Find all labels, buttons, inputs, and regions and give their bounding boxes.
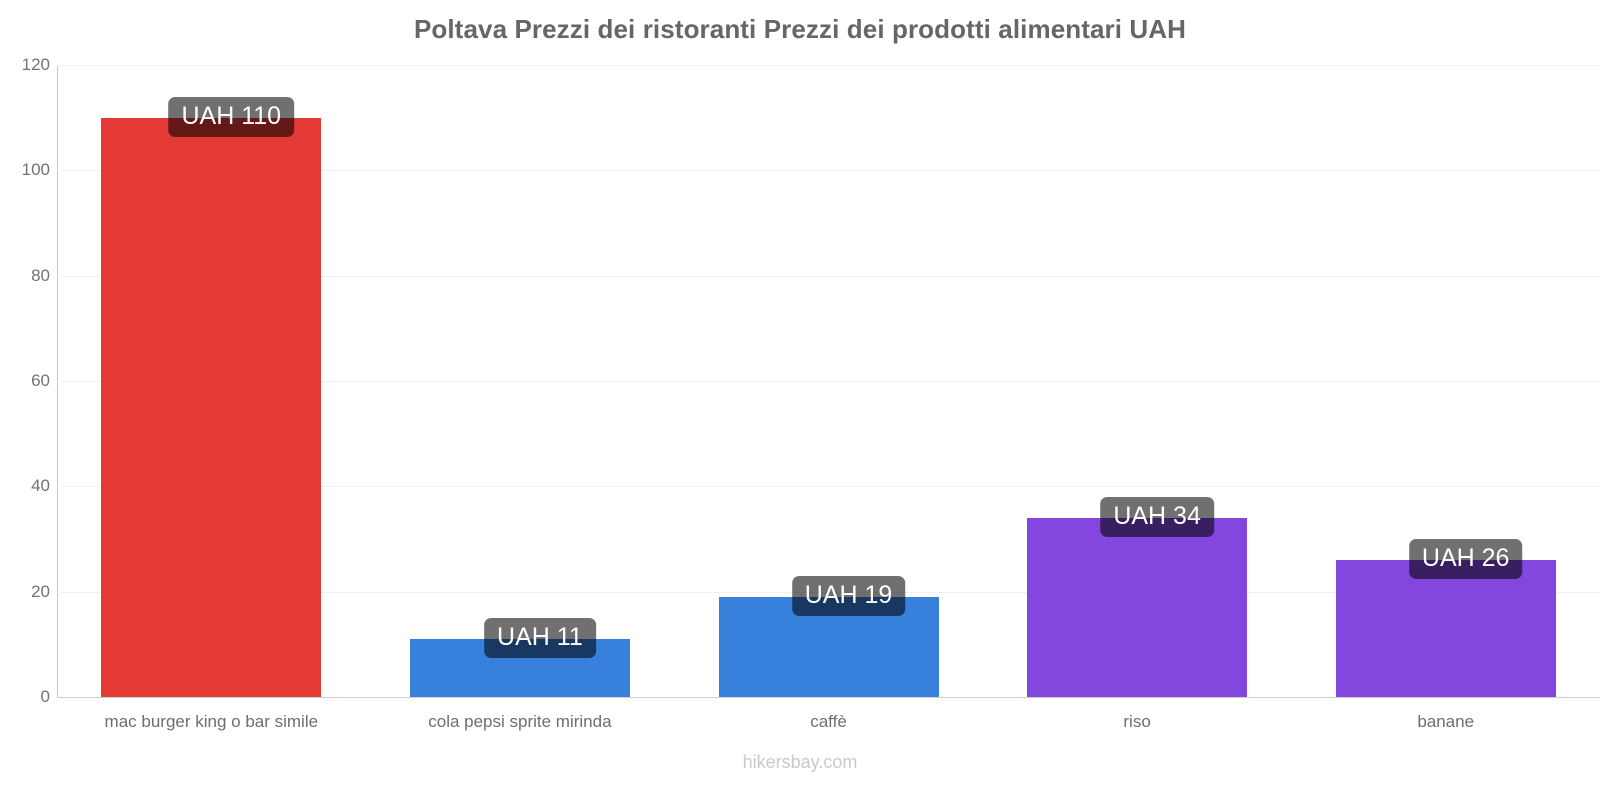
gridline-60 [57, 381, 1600, 382]
x-tick-label-2: caffè [810, 712, 847, 731]
bar-0[interactable] [101, 117, 322, 697]
bar-value-label-4: UAH 26 [1408, 539, 1523, 580]
gridline-80 [57, 275, 1600, 277]
x-tick-label-4: banane [1417, 712, 1475, 731]
plot-area: UAH 110 UAH 11 UAH 19 UAH 34 UAH 26 [57, 65, 1600, 698]
bar-value-label-2: UAH 19 [791, 575, 906, 617]
y-tick-label-40: 40 [31, 476, 50, 496]
y-tick-label-120: 120 [21, 55, 50, 74]
x-tick-label-1: cola pepsi sprite mirinda [428, 712, 612, 731]
gridline-100 [57, 170, 1600, 172]
bar-4[interactable] [1335, 560, 1556, 697]
gridline-0 [57, 697, 1600, 698]
y-tick-label-0: 0 [40, 687, 50, 706]
x-tick-label-0: mac burger king o bar simile [104, 712, 319, 731]
y-axis-tick-labels: 0 20 40 60 80 100 120 [0, 0, 50, 800]
source-watermark: hikersbay.com [742, 752, 858, 772]
bar-value-label-3: UAH 34 [1100, 496, 1214, 538]
y-tick-label-60: 60 [31, 371, 50, 390]
y-tick-label-20: 20 [31, 581, 50, 601]
y-tick-label-80: 80 [31, 265, 50, 285]
gridline-120 [57, 65, 1600, 66]
bar-3[interactable] [1027, 517, 1248, 697]
bar-value-label-0: UAH 110 [168, 96, 295, 137]
bar-value-label-1: UAH 11 [484, 618, 596, 659]
y-tick-label-100: 100 [21, 160, 50, 180]
x-tick-label-3: riso [1123, 712, 1151, 731]
chart-title: Poltava Prezzi dei ristoranti Prezzi dei… [413, 14, 1187, 44]
gridline-40 [57, 486, 1600, 488]
